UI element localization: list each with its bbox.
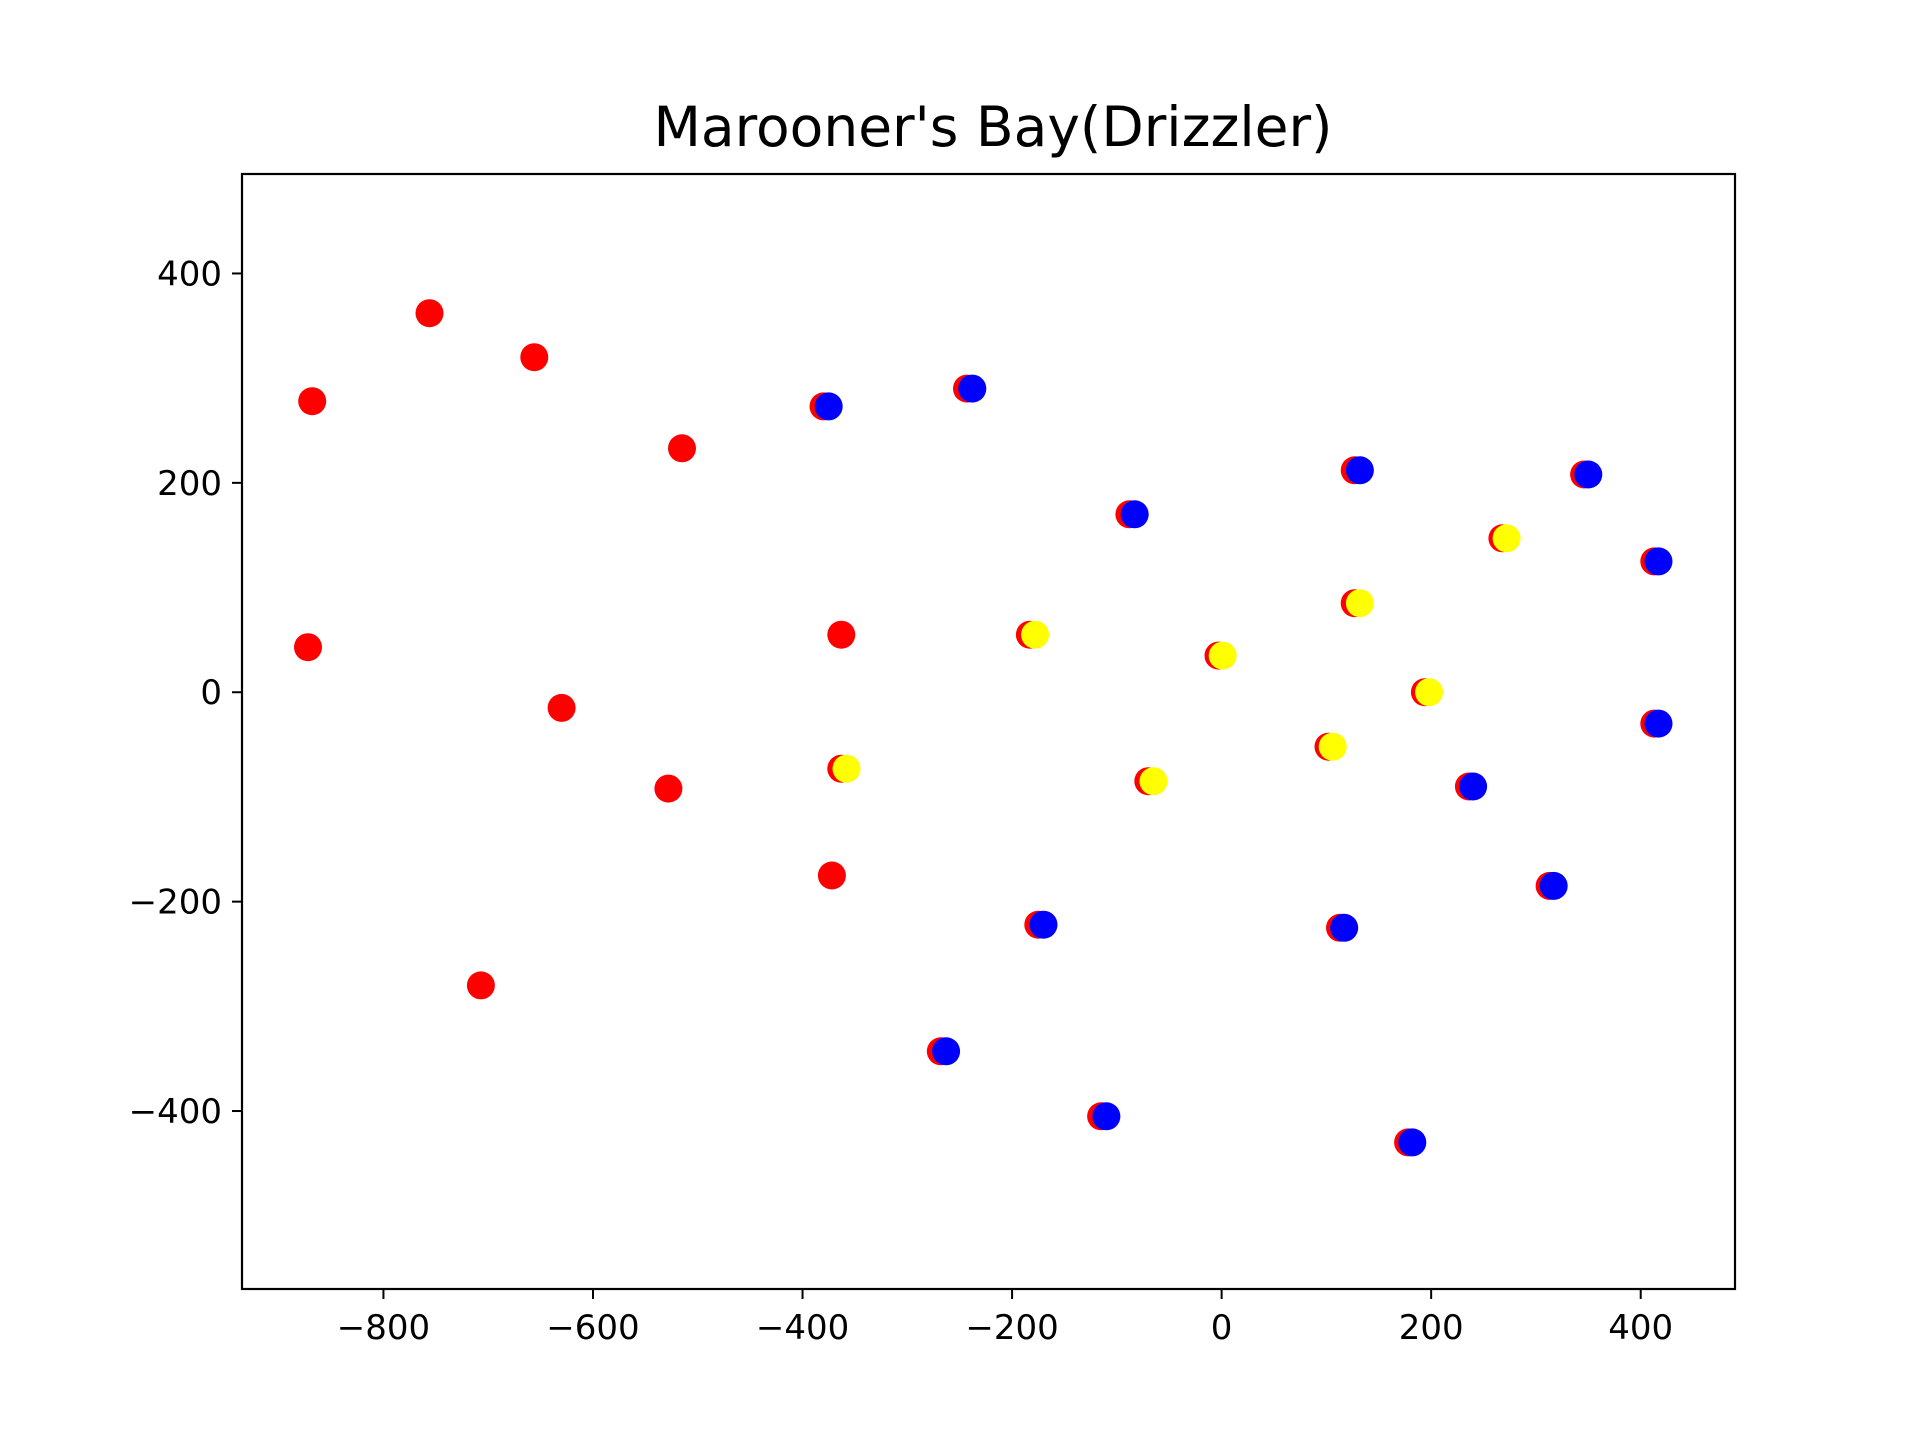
x-tick-label: −600	[546, 1308, 639, 1348]
y-axis: −400 −200 0 200 400	[129, 254, 242, 1132]
x-axis: −800 −600 −400 −200 0 200 400	[337, 1289, 1673, 1348]
y-tick-label: 200	[157, 464, 222, 504]
scatter-point	[1029, 910, 1058, 939]
x-tick-label: 0	[1211, 1308, 1233, 1348]
scatter-point	[932, 1037, 961, 1066]
scatter-point	[827, 620, 856, 649]
scatter-point	[1330, 913, 1359, 942]
x-tick-label: −800	[337, 1308, 430, 1348]
scatter-point	[1644, 547, 1673, 576]
scatter-point	[832, 754, 861, 783]
scatter-point	[1398, 1128, 1427, 1157]
scatter-point	[294, 633, 322, 662]
scatter-point	[1345, 456, 1374, 485]
chart-title: Marooner's Bay(Drizzler)	[653, 95, 1332, 159]
scatter-point	[1459, 772, 1488, 801]
x-tick-label: 200	[1399, 1308, 1464, 1348]
x-tick-label: −200	[965, 1308, 1058, 1348]
scatter-point	[1492, 524, 1521, 553]
data-points	[294, 299, 1673, 1157]
scatter-point	[1092, 1102, 1121, 1131]
scatter-point	[1415, 678, 1444, 707]
scatter-point	[668, 434, 696, 463]
scatter-point	[298, 387, 327, 416]
scatter-point	[415, 299, 444, 328]
scatter-point	[817, 861, 846, 890]
scatter-point	[547, 693, 576, 722]
scatter-point	[1644, 709, 1673, 738]
scatter-point	[1139, 767, 1168, 796]
scatter-point	[958, 374, 987, 403]
x-tick-label: −400	[756, 1308, 849, 1348]
scatter-point	[1120, 500, 1149, 529]
scatter-point	[1539, 871, 1568, 900]
scatter-point	[466, 971, 495, 1000]
scatter-point	[1318, 732, 1347, 761]
x-tick-label: 400	[1608, 1308, 1673, 1348]
scatter-point	[814, 392, 843, 421]
scatter-point	[1208, 641, 1237, 670]
scatter-point	[654, 774, 683, 803]
y-tick-label: −400	[129, 1092, 222, 1132]
plot-frame	[240, 172, 1737, 1291]
scatter-point	[520, 343, 549, 372]
y-tick-label: 400	[157, 254, 222, 294]
y-tick-label: 0	[200, 673, 222, 713]
scatter-point	[1021, 620, 1050, 649]
y-tick-label: −200	[129, 883, 222, 923]
scatter-point	[1345, 589, 1374, 618]
scatter-point	[1574, 460, 1603, 489]
